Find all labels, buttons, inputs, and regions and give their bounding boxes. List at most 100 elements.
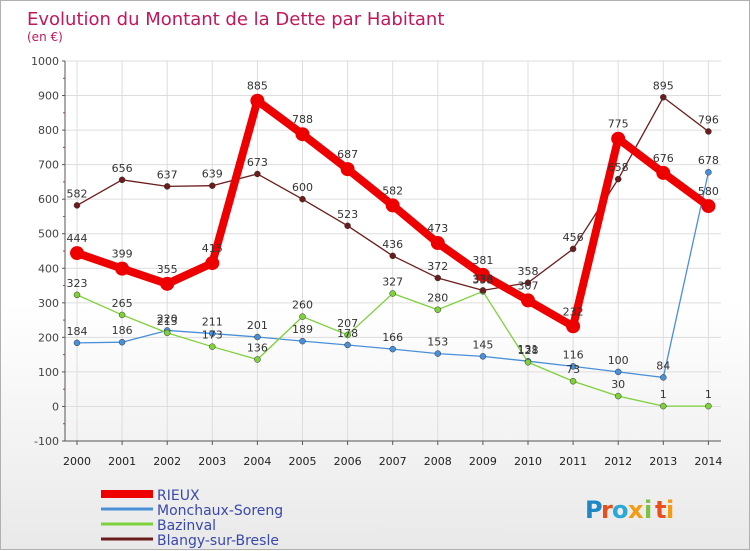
- legend-swatch-monchaux-soreng: [101, 507, 153, 511]
- data-label: 676: [653, 152, 674, 165]
- legend-label-bazinval: Bazinval: [157, 518, 216, 534]
- data-point: [163, 183, 171, 190]
- legend-swatch-bazinval: [101, 522, 153, 526]
- logo-letter: r: [601, 496, 613, 524]
- logo-letter: i: [644, 496, 652, 524]
- logo-letter: o: [612, 496, 629, 524]
- data-point: [209, 182, 216, 189]
- data-point: [160, 276, 175, 291]
- data-point: [70, 246, 84, 261]
- data-point: [389, 290, 396, 297]
- data-point: [295, 127, 310, 142]
- x-tick-label: 2010: [514, 455, 542, 468]
- data-label: 131: [518, 343, 539, 356]
- data-point: [660, 94, 667, 101]
- data-point: [250, 93, 265, 108]
- y-tick-label: 300: [38, 297, 59, 310]
- data-point: [254, 170, 261, 178]
- data-point: [118, 176, 126, 184]
- data-label: 639: [202, 168, 223, 181]
- data-point: [614, 368, 622, 376]
- y-tick-label: 900: [38, 90, 59, 103]
- data-label: 153: [427, 336, 448, 349]
- data-label: 184: [67, 325, 88, 338]
- data-point: [73, 339, 81, 347]
- data-label: 678: [698, 154, 719, 167]
- data-label: 166: [382, 331, 403, 344]
- x-tick-label: 2005: [289, 455, 317, 468]
- data-point: [115, 261, 130, 276]
- data-label: 775: [608, 118, 629, 131]
- y-tick-label: 800: [38, 124, 59, 137]
- data-label: 178: [337, 327, 358, 340]
- data-label: 399: [112, 248, 133, 261]
- logo-letter: P: [585, 496, 603, 524]
- data-point: [344, 331, 351, 339]
- data-label: 211: [202, 316, 223, 329]
- chart-title: Evolution du Montant de la Dette par Hab…: [27, 9, 444, 30]
- data-label: 173: [202, 329, 223, 342]
- x-tick-label: 2012: [604, 455, 632, 468]
- proxiti-logo: Pr o x i t i: [585, 496, 674, 524]
- data-point: [479, 353, 487, 360]
- data-label: 1: [705, 388, 712, 401]
- legend-swatch-blangy-sur-bresle: [101, 537, 153, 541]
- data-point: [569, 377, 577, 385]
- data-label: 30: [611, 378, 625, 391]
- legend-label-rieux: RIEUX: [157, 488, 200, 504]
- data-point: [118, 338, 126, 346]
- x-tick-label: 2008: [424, 455, 452, 468]
- legend-label-monchaux-soreng: Monchaux-Soreng: [157, 503, 283, 519]
- y-tick-label: 700: [38, 159, 59, 172]
- data-label: 336: [472, 272, 493, 285]
- data-label: 885: [247, 80, 268, 93]
- data-point: [209, 330, 216, 337]
- data-point: [524, 358, 532, 366]
- data-label: 265: [112, 297, 133, 310]
- data-point: [614, 175, 622, 183]
- data-label: 100: [608, 354, 629, 367]
- data-point: [479, 287, 487, 294]
- data-point: [614, 392, 622, 400]
- data-label: 128: [518, 344, 539, 357]
- data-label: 323: [67, 277, 88, 290]
- data-point: [385, 198, 400, 213]
- data-label: 600: [292, 181, 313, 194]
- data-label: 116: [563, 348, 584, 361]
- y-tick-label: 200: [38, 331, 59, 344]
- data-point: [434, 306, 442, 313]
- data-point: [254, 333, 261, 341]
- data-label: 415: [202, 242, 223, 255]
- data-label: 523: [337, 208, 358, 221]
- chart-subtitle: (en €): [27, 30, 63, 44]
- x-tick-label: 2004: [243, 455, 271, 468]
- data-label: 582: [382, 184, 403, 197]
- data-label: 372: [427, 260, 448, 273]
- data-point: [163, 329, 171, 337]
- x-tick-label: 2003: [198, 455, 226, 468]
- data-label: 788: [292, 113, 313, 126]
- data-label: 307: [518, 279, 539, 292]
- data-label: 456: [563, 231, 584, 244]
- logo-letter: i: [666, 496, 674, 524]
- x-tick-label: 2013: [649, 455, 677, 468]
- data-point: [475, 267, 490, 282]
- data-label: 145: [472, 338, 493, 351]
- series-rieux: [70, 93, 716, 334]
- x-tick-label: 2000: [63, 455, 91, 468]
- data-label: 656: [112, 162, 133, 175]
- logo-letter: t: [655, 496, 666, 524]
- legend-swatch-rieux: [101, 490, 153, 498]
- data-label: 355: [157, 263, 178, 276]
- data-label: 136: [247, 341, 268, 354]
- data-point: [434, 274, 442, 282]
- data-point: [344, 222, 351, 230]
- data-point: [299, 313, 306, 320]
- data-label: 687: [337, 148, 358, 161]
- data-label: 658: [608, 161, 629, 174]
- data-label: 213: [157, 315, 178, 328]
- data-label: 637: [157, 168, 178, 181]
- data-label: 673: [247, 156, 268, 169]
